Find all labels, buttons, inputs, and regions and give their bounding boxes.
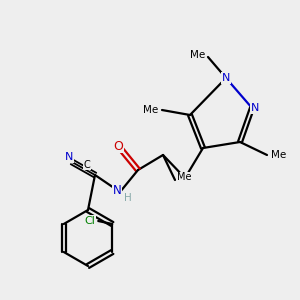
Text: O: O	[113, 140, 123, 152]
Text: C: C	[84, 160, 90, 170]
Text: H: H	[124, 193, 132, 203]
Text: Me: Me	[271, 150, 286, 160]
Text: Me: Me	[143, 105, 158, 115]
Text: N: N	[251, 103, 259, 113]
Text: Me: Me	[190, 50, 205, 60]
Text: N: N	[65, 152, 73, 162]
Text: Me: Me	[177, 172, 191, 182]
Text: N: N	[222, 73, 230, 83]
Text: N: N	[112, 184, 122, 197]
Text: Cl: Cl	[85, 216, 96, 226]
